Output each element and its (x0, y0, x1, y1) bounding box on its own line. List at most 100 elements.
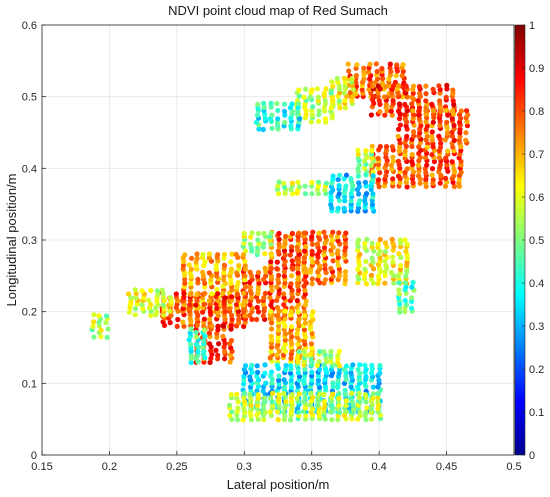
ndvi-point (450, 98, 456, 104)
ndvi-point (343, 392, 349, 398)
colorbar-tick-label: 0.9 (529, 63, 544, 75)
ndvi-point (261, 104, 267, 110)
ndvi-point (228, 259, 234, 265)
ndvi-point (275, 327, 281, 333)
ndvi-point (140, 306, 146, 312)
ndvi-point (397, 144, 403, 150)
ndvi-point (302, 191, 309, 197)
ndvi-point (200, 251, 206, 258)
ndvi-point (382, 94, 388, 100)
ndvi-point (335, 262, 341, 268)
ndvi-point (154, 309, 160, 315)
ndvi-point (268, 344, 275, 350)
ndvi-point (215, 313, 221, 319)
ndvi-point (355, 155, 361, 161)
ndvi-point (383, 84, 389, 90)
ndvi-point (208, 348, 214, 354)
ndvi-point (357, 413, 363, 419)
ndvi-point (336, 390, 342, 397)
ndvi-point (395, 173, 402, 179)
ndvi-point (255, 237, 261, 243)
ndvi-point (201, 301, 207, 307)
ndvi-point (296, 87, 302, 93)
ndvi-point (361, 165, 367, 171)
ndvi-point (228, 337, 235, 344)
ndvi-point (424, 133, 430, 139)
ndvi-point (370, 280, 376, 286)
ndvi-point (415, 162, 421, 168)
ndvi-point (234, 395, 240, 401)
ndvi-point (341, 205, 347, 211)
ndvi-point (438, 140, 444, 146)
ndvi-point (268, 100, 274, 106)
ndvi-point (309, 191, 315, 197)
ndvi-point (370, 177, 376, 183)
ndvi-point (375, 83, 381, 89)
ndvi-point (350, 362, 356, 368)
ndvi-point (403, 273, 409, 279)
colorbar-tick-label: 0.3 (529, 321, 544, 333)
ndvi-point (437, 123, 443, 129)
ndvi-point (308, 119, 314, 125)
ndvi-point (302, 248, 308, 254)
ndvi-point (402, 280, 408, 286)
ndvi-point (403, 248, 409, 254)
ndvi-point (186, 262, 192, 268)
ndvi-point (375, 177, 382, 183)
ndvi-point (283, 398, 289, 404)
ndvi-point (214, 286, 220, 293)
ndvi-point (288, 355, 294, 361)
ndvi-point (337, 409, 343, 415)
ndvi-point (397, 179, 403, 186)
ndvi-point (389, 166, 395, 172)
ndvi-point (105, 326, 111, 332)
ndvi-point (363, 410, 369, 416)
ndvi-point (396, 101, 403, 107)
ndvi-point (390, 254, 396, 260)
ndvi-point (416, 144, 422, 150)
ndvi-point (444, 130, 451, 136)
ndvi-point (268, 283, 274, 289)
ndvi-point (321, 90, 327, 96)
ndvi-point (359, 87, 365, 93)
ndvi-point (220, 333, 226, 339)
ndvi-point (276, 179, 282, 185)
ndvi-point (209, 323, 215, 329)
ndvi-point (364, 236, 370, 242)
ndvi-point (379, 80, 385, 86)
ndvi-point (364, 191, 370, 197)
ndvi-point (411, 133, 417, 139)
ndvi-point (133, 291, 139, 297)
ndvi-point (302, 320, 308, 326)
ndvi-point (328, 265, 334, 272)
ndvi-point (370, 395, 376, 401)
ndvi-point (357, 409, 363, 415)
ndvi-point (321, 252, 327, 258)
ndvi-point (393, 73, 399, 79)
ndvi-point (323, 180, 329, 186)
ndvi-point (445, 112, 451, 118)
ndvi-point (382, 112, 388, 118)
ndvi-point (182, 276, 188, 283)
ndvi-point (310, 229, 316, 235)
ndvi-point (194, 251, 200, 257)
ndvi-point (416, 108, 422, 114)
ndvi-point (309, 377, 315, 383)
ndvi-point (98, 327, 104, 333)
ndvi-point (302, 366, 308, 372)
ndvi-point (348, 370, 354, 376)
ndvi-point (317, 263, 323, 269)
ndvi-point (443, 107, 450, 113)
ndvi-point (168, 299, 174, 305)
ndvi-point (431, 158, 437, 165)
ndvi-point (363, 281, 370, 287)
colorbar-tick-label: 0.6 (529, 192, 544, 204)
ndvi-point (437, 162, 443, 168)
ndvi-point (355, 166, 361, 172)
ndvi-point (429, 134, 435, 140)
ndvi-point (336, 230, 342, 236)
x-tick-label: 0.25 (166, 461, 187, 473)
ndvi-point (355, 266, 361, 272)
ndvi-point (443, 175, 449, 181)
ndvi-point (343, 402, 349, 409)
